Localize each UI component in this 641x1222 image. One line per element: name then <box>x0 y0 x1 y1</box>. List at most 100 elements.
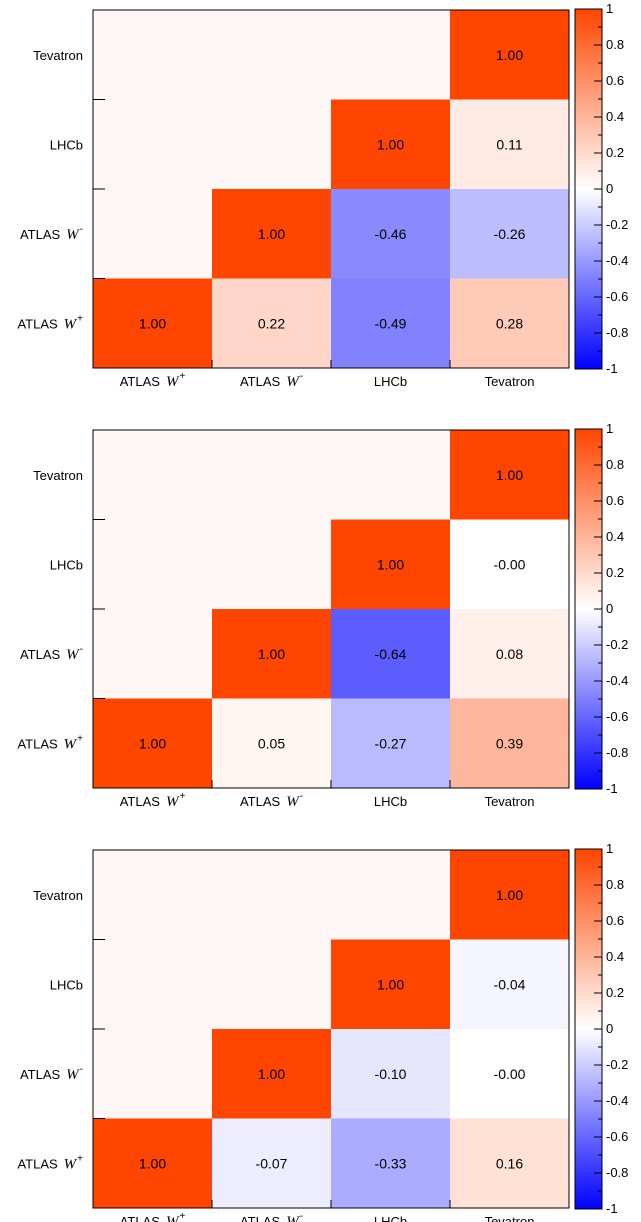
y-tick-label: LHCb <box>50 977 83 992</box>
y-tick-label: ATLAS W+ <box>17 733 83 752</box>
color-scale-tick-label: 0.2 <box>606 565 624 580</box>
cell-value-label: -0.27 <box>375 735 407 751</box>
cell-value-label: -0.04 <box>494 976 526 992</box>
color-scale-tick-label: 0.8 <box>606 877 624 892</box>
heatmap-cell <box>450 850 569 940</box>
x-tick-label: LHCb <box>374 374 407 389</box>
heatmap-cell <box>331 519 450 609</box>
heatmap-cell <box>450 698 569 788</box>
color-scale-tick-label: -0.2 <box>606 637 628 652</box>
cell-value-label: -0.07 <box>256 1155 288 1171</box>
heatmap-cell <box>331 609 450 699</box>
y-tick-label: Tevatron <box>33 48 83 63</box>
x-tick-label: ATLAS W- <box>240 1211 303 1222</box>
color-scale-tick-label: 0.6 <box>606 493 624 508</box>
cell-value-label: 0.08 <box>496 646 523 662</box>
color-scale-tick-label: 0.4 <box>606 949 624 964</box>
x-tick-label: ATLAS W- <box>240 371 303 390</box>
cell-value-label: 1.00 <box>496 887 523 903</box>
cell-value-label: 1.00 <box>496 47 523 63</box>
color-scale-tick-label: -0.4 <box>606 1093 628 1108</box>
color-scale-tick-label: 0.6 <box>606 913 624 928</box>
cell-value-label: 0.39 <box>496 735 523 751</box>
x-tick-label: LHCb <box>374 1214 407 1222</box>
color-scale-tick-label: 0.2 <box>606 145 624 160</box>
color-scale-tick-label: 0.8 <box>606 457 624 472</box>
heatmap-cell <box>212 1029 331 1119</box>
heatmap-cell <box>93 698 212 788</box>
cell-value-label: -0.64 <box>375 646 407 662</box>
heatmap-cell <box>212 1118 331 1208</box>
heatmap-cell <box>331 99 450 189</box>
heatmap-cell <box>212 278 331 368</box>
cell-value-label: 0.11 <box>496 136 522 152</box>
x-tick-label: ATLAS W- <box>240 791 303 810</box>
heatmap-cell <box>450 10 569 100</box>
color-scale-tick-label: -0.6 <box>606 289 628 304</box>
color-scale-tick-label: -0.2 <box>606 217 628 232</box>
color-scale-tick-label: -0.8 <box>606 745 628 760</box>
y-tick-label: ATLAS W- <box>20 644 83 663</box>
y-tick-label: ATLAS W+ <box>17 1153 83 1172</box>
cell-value-label: 0.16 <box>496 1155 523 1171</box>
x-tick-label: LHCb <box>374 794 407 809</box>
cell-value-label: -0.10 <box>375 1066 407 1082</box>
x-tick-label: ATLAS W+ <box>120 371 186 390</box>
heatmap-cell <box>331 278 450 368</box>
x-tick-label: Tevatron <box>485 1214 535 1222</box>
cell-value-label: 1.00 <box>258 1066 285 1082</box>
x-tick-label: Tevatron <box>485 794 535 809</box>
x-tick-label: ATLAS W+ <box>120 791 186 810</box>
cell-value-label: -0.00 <box>494 1066 526 1082</box>
color-scale-tick-label: -0.6 <box>606 1129 628 1144</box>
heatmap-cell <box>331 698 450 788</box>
heatmap-cell <box>450 609 569 699</box>
color-scale-tick-label: 0.4 <box>606 109 624 124</box>
cell-value-label: -0.49 <box>375 315 407 331</box>
heatmap-cell <box>93 1118 212 1208</box>
heatmap-cell <box>212 609 331 699</box>
cell-value-label: 0.22 <box>258 315 285 331</box>
cell-value-label: -0.26 <box>494 226 526 242</box>
heatmap-cell <box>450 278 569 368</box>
cell-value-label: 1.00 <box>139 735 166 751</box>
heatmap-panel-1: 1.00 0.22 -0.49 0.28 1.00 -0.46 -0.26 1.00 0.11 1… <box>17 1 628 390</box>
heatmap-cell <box>450 430 569 520</box>
color-scale-tick-label: 1 <box>606 421 613 436</box>
color-scale-tick-label: -0.6 <box>606 709 628 724</box>
heatmap-cell <box>450 189 569 279</box>
color-scale-tick-label: 1 <box>606 1 613 16</box>
heatmap-cell <box>93 278 212 368</box>
cell-value-label: 0.05 <box>258 735 285 751</box>
y-tick-label: Tevatron <box>33 888 83 903</box>
color-scale-tick-label: 0 <box>606 601 613 616</box>
color-scale-tick-label: -0.8 <box>606 325 628 340</box>
cell-value-label: -0.33 <box>375 1155 407 1171</box>
cell-value-label: -0.00 <box>494 556 526 572</box>
color-scale-tick-label: 1 <box>606 841 613 856</box>
x-tick-label: ATLAS W+ <box>120 1211 186 1222</box>
heatmap-cell <box>212 189 331 279</box>
color-scale-tick-label: 0.2 <box>606 985 624 1000</box>
color-scale-tick-label: -0.8 <box>606 1165 628 1180</box>
cell-value-label: 1.00 <box>139 315 166 331</box>
y-tick-label: ATLAS W+ <box>17 313 83 332</box>
x-tick-label: Tevatron <box>485 374 535 389</box>
cell-value-label: 1.00 <box>258 646 285 662</box>
cell-value-label: 1.00 <box>377 976 404 992</box>
color-scale-tick-label: 0.4 <box>606 529 624 544</box>
color-scale-tick-label: -1 <box>606 361 618 376</box>
color-scale-tick-label: -1 <box>606 781 618 796</box>
heatmap-cell <box>331 1029 450 1119</box>
color-scale-tick-label: 0.8 <box>606 37 624 52</box>
color-scale-tick-label: -0.2 <box>606 1057 628 1072</box>
cell-value-label: -0.46 <box>375 226 407 242</box>
color-scale-tick-label: -0.4 <box>606 253 628 268</box>
cell-value-label: 0.28 <box>496 315 523 331</box>
color-scale-tick-label: 0 <box>606 181 613 196</box>
heatmap-cell <box>331 1118 450 1208</box>
color-scale-tick-label: -1 <box>606 1201 618 1216</box>
heatmap-panel-2: 1.00 0.05 -0.27 0.39 1.00 -0.64 0.08 1.00 -0.00 1… <box>17 421 628 810</box>
heatmap-panel-3: 1.00 -0.07 -0.33 0.16 1.00 -0.10 -0.00 1.00 -0.0… <box>17 841 628 1222</box>
